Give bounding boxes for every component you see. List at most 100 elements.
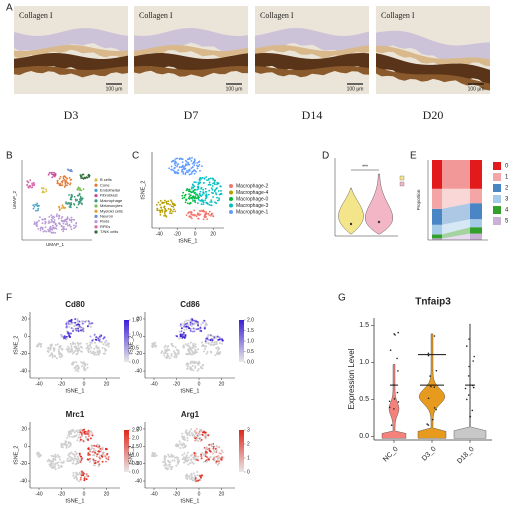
colorbar-label: 1.0	[132, 331, 139, 337]
cell-dot	[208, 443, 211, 446]
cell-dot	[105, 460, 107, 463]
cell-dot	[176, 335, 178, 338]
cell-dot	[193, 169, 196, 171]
cell-dot	[62, 177, 65, 180]
cell-dot	[200, 209, 203, 212]
cell-dot	[49, 229, 51, 232]
cell-dot	[54, 463, 57, 466]
cell-dot	[88, 322, 91, 325]
cell-dot	[171, 454, 173, 457]
cell-dot	[80, 470, 83, 473]
cell-dot	[192, 186, 195, 189]
cell-dot	[178, 330, 181, 333]
cell-dot	[55, 214, 58, 217]
cell-dot	[56, 182, 59, 185]
cell-dot	[105, 447, 107, 450]
cell-dot	[193, 158, 196, 161]
cell-dot	[198, 192, 201, 195]
cell-dot	[80, 457, 83, 460]
cell-dot	[200, 455, 203, 458]
cell-dot	[178, 460, 180, 463]
cell-dot	[207, 434, 210, 437]
cell-dot	[53, 219, 56, 221]
cell-dot	[211, 185, 214, 187]
cell-dot	[165, 200, 168, 203]
cell-dot	[70, 347, 73, 350]
cell-dot	[185, 319, 188, 322]
cell-dot	[85, 320, 88, 322]
cell-dot	[85, 474, 88, 477]
cell-dot	[215, 460, 218, 463]
cell-dot	[83, 369, 86, 372]
cell-dot	[72, 471, 75, 474]
cell-dot	[69, 452, 72, 455]
cell-dot	[70, 321, 73, 324]
cell-dot	[66, 224, 69, 227]
y-axis-label: tSNE_2	[128, 446, 134, 465]
cell-dot	[91, 445, 94, 447]
cell-dot	[82, 188, 85, 191]
cell-dot	[70, 363, 73, 365]
cell-dot	[221, 342, 223, 345]
x-tick-label: NC_0	[382, 446, 400, 464]
cell-dot	[97, 461, 99, 463]
cell-dot	[79, 174, 82, 177]
cell-dot	[204, 447, 207, 450]
cell-dot	[36, 209, 39, 212]
cell-dot	[71, 435, 74, 438]
cell-dot	[67, 442, 70, 445]
chart-title: Tnfaip3	[415, 297, 451, 308]
cell-dot	[94, 451, 97, 454]
cell-dot	[153, 453, 156, 456]
cell-dot	[32, 204, 35, 207]
cell-dot	[190, 210, 193, 213]
cell-dot	[208, 181, 211, 184]
cell-dot	[392, 384, 395, 386]
cell-dot	[49, 227, 51, 230]
cell-dot	[194, 343, 197, 346]
cell-dot	[200, 453, 203, 456]
cell-dot	[209, 177, 212, 180]
cell-dot	[85, 433, 88, 436]
cell-dot	[104, 341, 107, 344]
stain-label: Collagen I	[19, 11, 53, 20]
cell-dot	[164, 349, 167, 351]
legend-swatch	[493, 184, 501, 192]
cell-dot	[471, 409, 474, 412]
x-tick-label: 0	[198, 381, 201, 387]
cell-dot	[159, 203, 162, 206]
cell-dot	[101, 460, 104, 463]
cell-dot	[177, 163, 180, 165]
cell-dot	[184, 201, 187, 204]
cell-dot	[51, 353, 54, 356]
legend-dot	[229, 203, 233, 208]
cell-dot	[68, 177, 71, 179]
cell-dot	[214, 354, 217, 357]
cell-dot	[41, 222, 44, 225]
cell-dot	[210, 199, 213, 202]
cell-dot	[42, 187, 45, 190]
cell-dot	[197, 348, 200, 351]
cell-dot	[187, 348, 190, 350]
colorbar-label: 1.5	[247, 328, 254, 334]
cell-dot	[211, 335, 214, 338]
gene-title: Cd86	[180, 300, 200, 309]
cell-dot	[468, 365, 470, 368]
cell-dot	[216, 445, 219, 448]
cell-dot	[87, 351, 90, 354]
cell-dot	[211, 177, 214, 180]
cell-dot	[65, 201, 67, 204]
cell-dot	[57, 348, 60, 351]
cell-dot	[91, 447, 94, 450]
cell-dot	[180, 158, 183, 161]
cell-dot	[214, 451, 217, 454]
cell-dot	[83, 477, 86, 480]
cell-dot	[204, 431, 207, 434]
cell-dot	[192, 190, 195, 193]
cell-dot	[186, 439, 189, 442]
cell-dot	[65, 179, 68, 182]
cell-dot	[180, 444, 183, 446]
cell-dot	[28, 186, 30, 189]
cell-dot	[193, 430, 196, 433]
cell-dot	[163, 213, 166, 215]
